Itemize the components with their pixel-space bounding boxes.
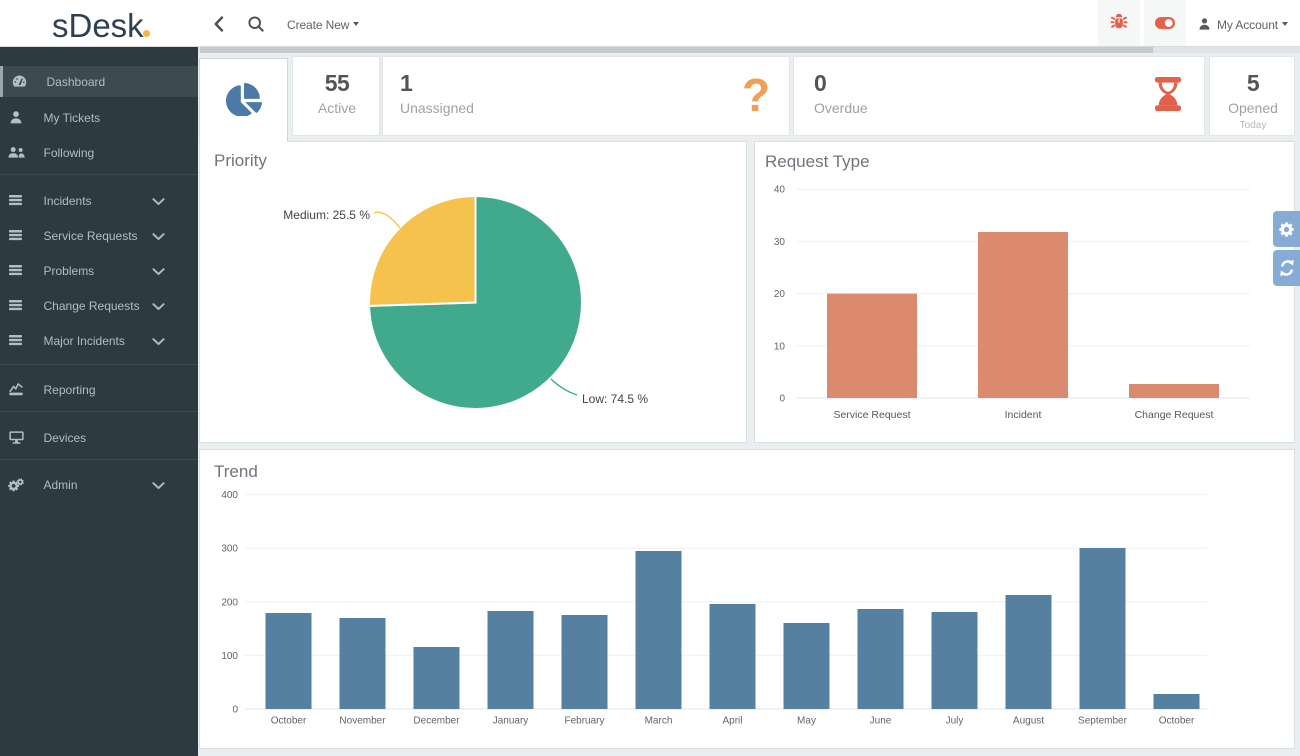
svg-text:Incident: Incident [1005,409,1042,421]
svg-text:Medium: 25.5 %: Medium: 25.5 % [283,208,370,222]
svg-text:December: December [413,716,460,727]
svg-text:0: 0 [232,705,238,716]
svg-text:March: March [645,716,673,727]
svg-text:October: October [1159,716,1195,727]
svg-text:100: 100 [221,651,238,662]
svg-text:10: 10 [774,341,786,352]
svg-text:400: 400 [221,490,238,501]
svg-text:January: January [493,716,529,727]
svg-text:June: June [870,716,892,727]
svg-text:May: May [797,716,816,727]
svg-text:40: 40 [774,185,786,196]
svg-text:July: July [946,716,964,727]
svg-text:October: October [271,716,307,727]
svg-text:300: 300 [221,544,238,555]
svg-text:Change Request: Change Request [1135,409,1214,421]
svg-text:20: 20 [774,289,786,300]
svg-text:Service Request: Service Request [833,409,910,421]
svg-text:0: 0 [779,394,785,405]
svg-text:April: April [722,716,742,727]
svg-text:30: 30 [774,237,786,248]
svg-text:February: February [564,716,604,727]
svg-text:September: September [1078,716,1128,727]
svg-text:Low: 74.5 %: Low: 74.5 % [582,392,648,406]
svg-text:November: November [339,716,386,727]
svg-text:200: 200 [221,597,238,608]
svg-text:August: August [1013,716,1044,727]
